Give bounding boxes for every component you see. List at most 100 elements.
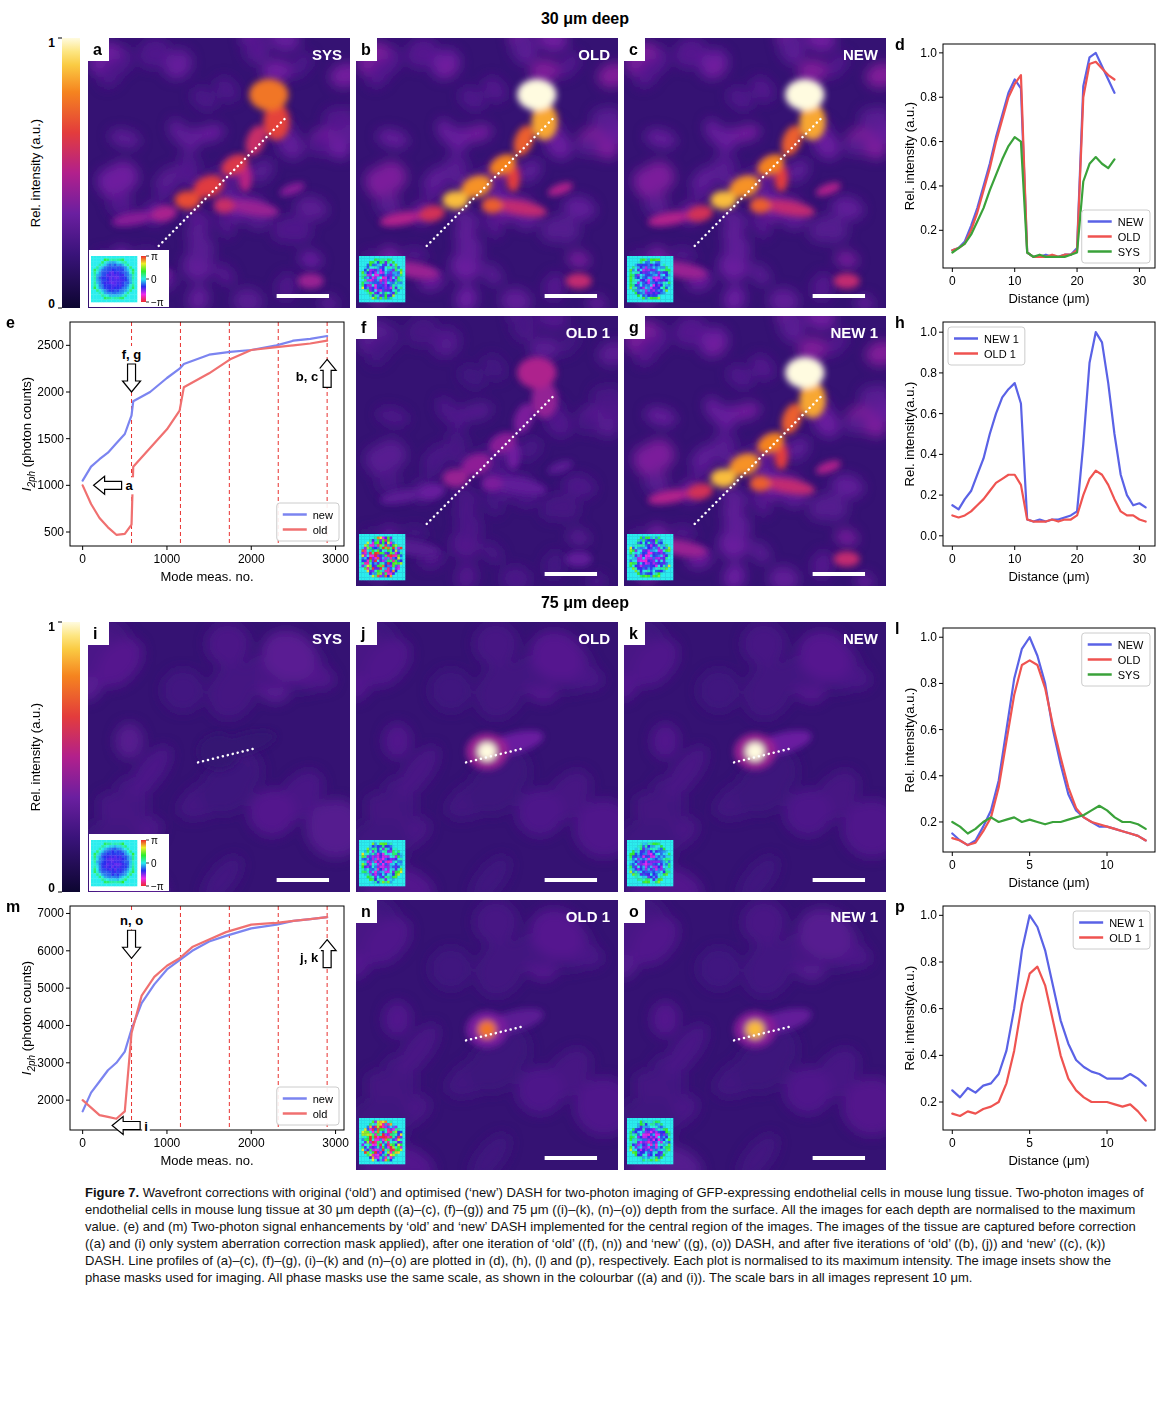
blob <box>745 259 774 289</box>
mask-pixel <box>402 552 405 555</box>
mask-pixel <box>632 284 635 287</box>
intensity-colorbar <box>62 38 80 308</box>
mask-pixel <box>647 547 650 550</box>
image-background <box>624 38 886 308</box>
mask-pixel <box>359 287 362 290</box>
mask-pixel <box>106 287 109 290</box>
mask-pixel <box>658 256 661 259</box>
mask-pixel <box>374 297 377 300</box>
blob <box>375 404 411 429</box>
mask-pixel <box>645 279 648 282</box>
mask-pixel <box>395 269 398 272</box>
mask-pixel <box>650 269 653 272</box>
mask-pixel <box>96 276 99 279</box>
mask-pixel <box>395 534 398 537</box>
mask-pixel <box>114 292 117 295</box>
blob <box>478 72 511 107</box>
mask-pixel <box>395 552 398 555</box>
mask-pixel <box>668 276 671 279</box>
mask-pixel <box>637 557 640 560</box>
mask-pixel <box>665 287 668 290</box>
mask-pixel <box>377 292 380 295</box>
mask-pixel <box>96 271 99 274</box>
mask-pixel <box>132 264 135 267</box>
mask-pixel <box>647 565 650 568</box>
mask-pixel <box>362 287 365 290</box>
mask-pixel <box>635 552 638 555</box>
mask-pixel <box>367 276 370 279</box>
mask-pixel <box>390 292 393 295</box>
mask-pixel <box>127 256 130 259</box>
mask-pixel <box>390 565 393 568</box>
mask-pixel <box>402 276 405 279</box>
mask-pixel <box>122 282 125 285</box>
mask-pixel <box>379 269 382 272</box>
mask-pixel <box>359 544 362 547</box>
mask-pixel <box>640 256 643 259</box>
mask-pixel <box>647 567 650 570</box>
mask-pixel <box>364 567 367 570</box>
mask-pixel <box>640 292 643 295</box>
mask-pixel <box>668 282 671 285</box>
mask-pixel <box>359 577 362 580</box>
cell-layer <box>356 316 618 586</box>
mask-pixel <box>653 567 656 570</box>
mask-pixel <box>627 284 630 287</box>
mask-pixel <box>385 261 388 264</box>
mask-pixel <box>663 269 666 272</box>
mask-pixel <box>668 266 671 269</box>
mask-pixel <box>99 282 102 285</box>
mask-pixel <box>392 565 395 568</box>
mask-pixel <box>627 547 630 550</box>
mask-pixel <box>392 572 395 575</box>
mask-pixel <box>359 269 362 272</box>
mask-pixel <box>663 271 666 274</box>
mask-pixel <box>647 575 650 578</box>
mask-pixel <box>650 282 653 285</box>
mask-pixel <box>653 259 656 262</box>
mask-pixel <box>379 552 382 555</box>
mask-pixel <box>400 567 403 570</box>
mask-pixel <box>637 274 640 277</box>
image-tag: OLD 1 <box>566 324 610 341</box>
mask-pixel <box>395 284 398 287</box>
mask-pixel <box>377 547 380 550</box>
mask-pixel <box>630 572 633 575</box>
mask-pixel <box>642 271 645 274</box>
mask-pixel <box>635 276 638 279</box>
mask-pixel <box>369 575 372 578</box>
mask-pixel <box>655 264 658 267</box>
mask-pixel <box>630 256 633 259</box>
blob <box>834 527 860 548</box>
mask-pixel <box>640 575 643 578</box>
mask-pixel <box>645 549 648 552</box>
mask-pixel <box>647 294 650 297</box>
mask-pixel <box>129 299 132 302</box>
mask-pixel <box>670 294 673 297</box>
mask-pixel <box>640 271 643 274</box>
mask-pixel <box>382 560 385 563</box>
mask-pixel <box>645 534 648 537</box>
mask-pixel <box>119 261 122 264</box>
mask-pixel <box>655 572 658 575</box>
blob <box>239 38 268 61</box>
mask-pixel <box>402 297 405 300</box>
mask-pixel <box>377 271 380 274</box>
mask-pixel <box>640 297 643 300</box>
mask-pixel <box>637 297 640 300</box>
mask-pixel <box>374 279 377 282</box>
mask-pixel <box>668 297 671 300</box>
mask-pixel <box>127 297 130 300</box>
mask-pixel <box>395 544 398 547</box>
mask-pixel <box>627 271 630 274</box>
mask-pixel <box>122 294 125 297</box>
mask-pixel <box>119 287 122 290</box>
mask-pixel <box>104 259 107 262</box>
mask-pixel <box>119 294 122 297</box>
mask-pixel <box>400 560 403 563</box>
mask-pixel <box>94 271 97 274</box>
mask-pixel <box>635 565 638 568</box>
mask-pixel <box>382 565 385 568</box>
mask-pixel <box>359 537 362 540</box>
mask-pixel <box>372 539 375 542</box>
